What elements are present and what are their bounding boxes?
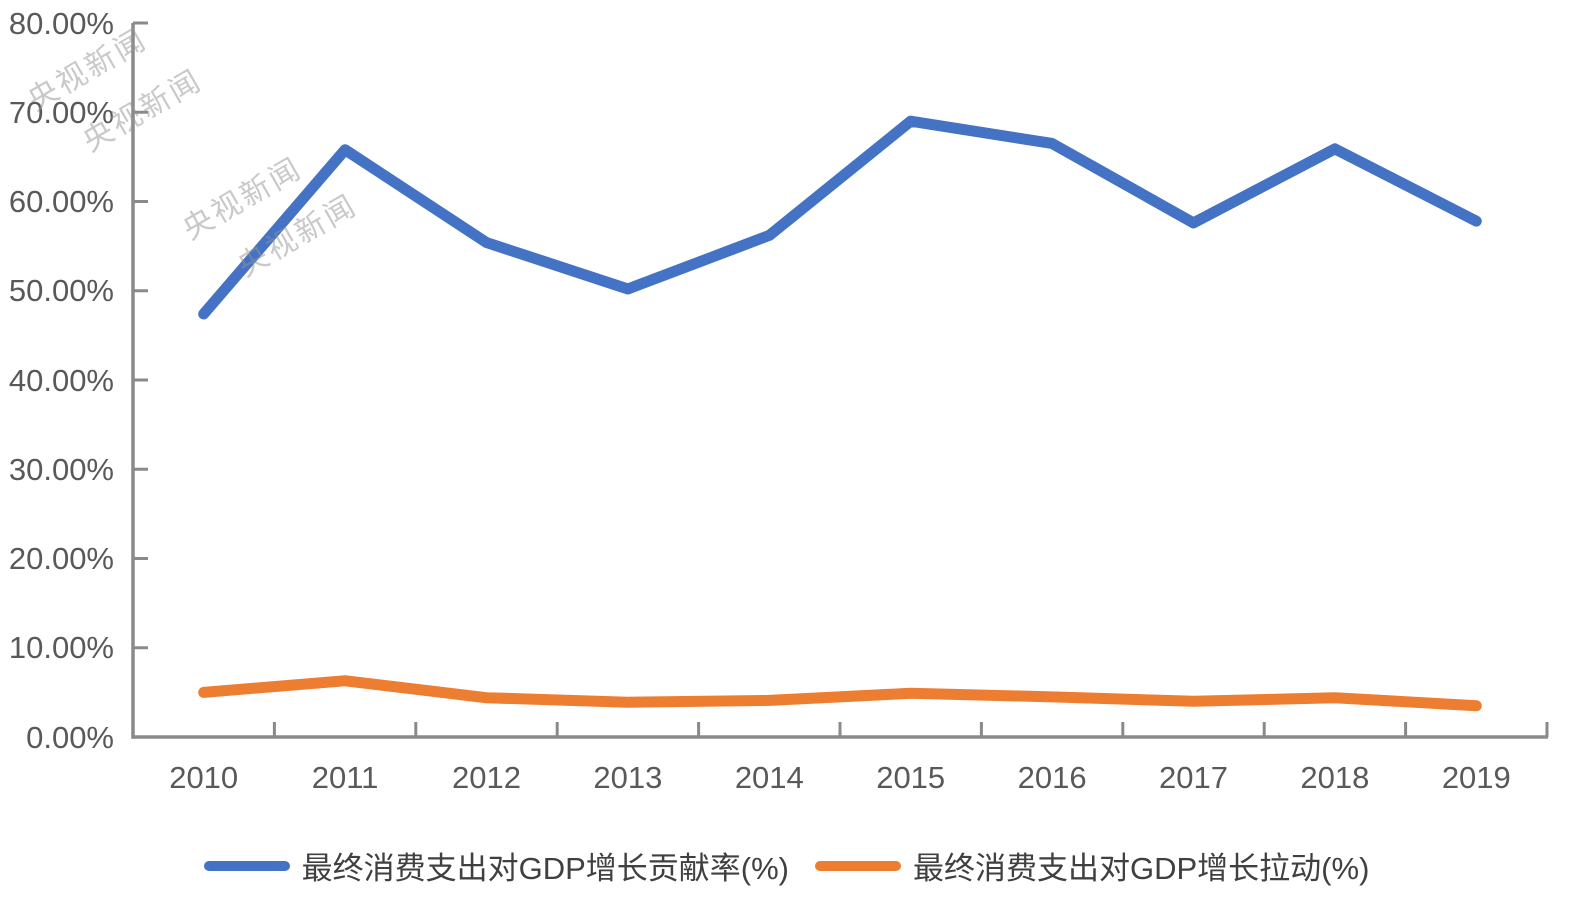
series-line-contribution (198, 115, 1482, 320)
y-tick-label: 70.00% (8, 94, 114, 130)
x-tick-label: 2011 (311, 760, 379, 795)
x-tick-label: 2018 (1300, 760, 1370, 795)
y-tick-label: 10.00% (8, 630, 114, 666)
y-tick-label: 20.00% (8, 541, 114, 576)
legend-swatch-pull (815, 860, 901, 871)
x-tick-label: 2012 (452, 760, 521, 795)
y-tick-label: 80.00% (8, 5, 114, 41)
x-tick-label: 2016 (1017, 760, 1087, 795)
x-tick-label: 2015 (876, 760, 946, 795)
x-tick-label: 2019 (1441, 760, 1511, 795)
y-tick-label: 30.00% (8, 451, 114, 487)
legend: 最终消费支出对GDP增长贡献率(%) 最终消费支出对GDP增长拉动(%) (0, 843, 1573, 888)
y-tick-label: 60.00% (8, 184, 114, 219)
x-tick-label: 2014 (734, 760, 804, 795)
legend-label-contribution: 最终消费支出对GDP增长贡献率(%) (301, 851, 789, 886)
series-line-pull (198, 675, 1482, 712)
legend-swatch-contribution (203, 860, 290, 871)
y-tick-label: 0.00% (26, 719, 114, 755)
x-tick-label: 2017 (1159, 760, 1228, 795)
x-tick-label: 2010 (169, 760, 239, 795)
legend-label-pull: 最终消费支出对GDP增长拉动(%) (913, 851, 1370, 886)
y-tick-label: 50.00% (8, 273, 114, 309)
x-tick-label: 2013 (593, 760, 663, 795)
y-tick-label: 40.00% (8, 362, 114, 398)
